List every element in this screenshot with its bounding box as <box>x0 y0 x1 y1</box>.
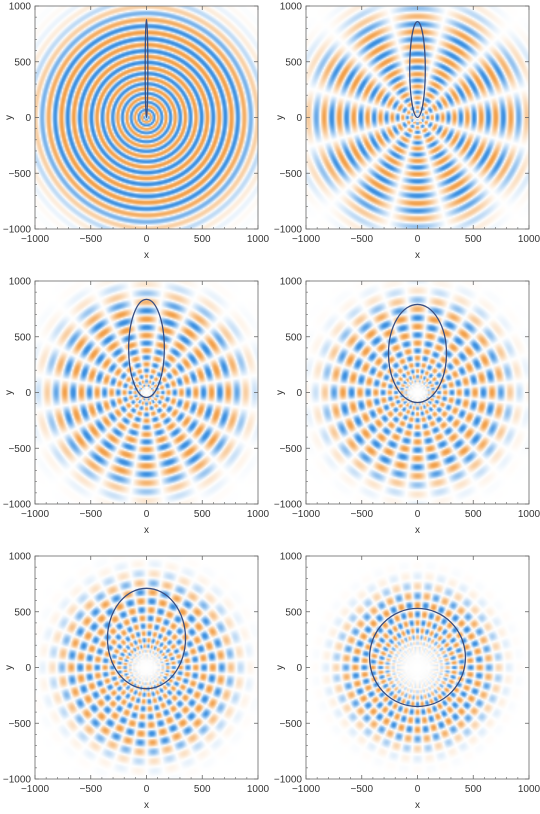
x-axis-title: x <box>415 525 420 536</box>
x-tick-label: −500 <box>350 784 373 795</box>
y-tick-label: 500 <box>14 607 31 618</box>
x-axis-title: x <box>144 525 149 536</box>
x-tick-label: 1000 <box>518 784 540 795</box>
y-tick-label: 0 <box>296 113 302 124</box>
x-axis-title: x <box>144 250 149 261</box>
x-tick-label: −500 <box>350 234 373 245</box>
plot-panel-5: −1000 −500 0 500 1000 −1000 −500 0 500 1000 x y <box>3 552 270 812</box>
field-heatmap <box>306 556 529 779</box>
x-tick-label: −1000 <box>292 234 321 245</box>
y-axis-title: y <box>275 390 286 395</box>
y-tick-label: 0 <box>25 388 31 399</box>
orbit-ellipse <box>387 303 448 404</box>
y-tick-label: 1000 <box>280 2 303 13</box>
orbit-ellipse <box>144 18 149 119</box>
orbit-ellipse <box>368 607 467 708</box>
y-tick-label: 1000 <box>280 277 303 288</box>
y-tick-label: −1000 <box>3 500 32 511</box>
x-tick-label: 500 <box>465 784 482 795</box>
x-tick-label: 1000 <box>247 509 270 520</box>
y-axis-title: y <box>4 665 15 670</box>
x-tick-label: −500 <box>79 234 102 245</box>
y-tick-label: 500 <box>14 332 31 343</box>
y-tick-label: 500 <box>285 607 302 618</box>
plot-panel-6: −1000 −500 0 500 1000 −1000 −500 0 500 1000 x y <box>274 552 540 812</box>
x-tick-label: 1000 <box>247 234 270 245</box>
y-tick-label: −500 <box>279 444 302 455</box>
x-axis-title: x <box>144 800 149 811</box>
field-heatmap <box>306 281 529 504</box>
x-axis-title: x <box>415 250 420 261</box>
y-tick-label: 1000 <box>9 277 32 288</box>
x-tick-label: −500 <box>79 509 102 520</box>
x-tick-label: −1000 <box>292 509 321 520</box>
y-tick-label: −1000 <box>274 500 303 511</box>
plot-panel-4: −1000 −500 0 500 1000 −1000 −500 0 500 1000 x y <box>274 277 540 537</box>
x-tick-label: 500 <box>194 234 211 245</box>
y-axis-title: y <box>4 390 15 395</box>
x-tick-label: 0 <box>415 509 421 520</box>
y-tick-label: 0 <box>25 663 31 674</box>
x-tick-label: −1000 <box>21 509 50 520</box>
x-tick-label: 500 <box>194 509 211 520</box>
x-tick-label: 1000 <box>518 509 540 520</box>
field-heatmap <box>35 281 258 504</box>
y-axis-title: y <box>275 665 286 670</box>
x-tick-label: −500 <box>350 509 373 520</box>
x-tick-label: 0 <box>144 509 150 520</box>
x-tick-label: 500 <box>465 234 482 245</box>
plot-panel-3: −1000 −500 0 500 1000 −1000 −500 0 500 1000 x y <box>3 277 270 537</box>
x-tick-label: 0 <box>144 784 150 795</box>
y-tick-label: −500 <box>8 444 31 455</box>
y-tick-label: −500 <box>8 719 31 730</box>
x-axis-title: x <box>415 800 420 811</box>
plot-panel-2: −1000 −500 0 500 1000 −1000 −500 0 500 1000 x y <box>274 2 540 262</box>
y-tick-label: −1000 <box>274 225 303 236</box>
y-tick-label: 500 <box>285 332 302 343</box>
orbit-ellipse <box>409 20 426 119</box>
x-tick-label: −1000 <box>292 784 321 795</box>
y-tick-label: −500 <box>279 719 302 730</box>
y-tick-label: 500 <box>14 57 31 68</box>
y-tick-label: 500 <box>285 57 302 68</box>
y-tick-label: −1000 <box>3 775 32 786</box>
x-tick-label: 500 <box>194 784 211 795</box>
y-tick-label: 1000 <box>9 2 32 13</box>
x-tick-label: 1000 <box>518 234 540 245</box>
y-tick-label: 0 <box>296 663 302 674</box>
field-heatmap <box>35 556 258 779</box>
y-tick-label: −1000 <box>274 775 303 786</box>
x-tick-label: −1000 <box>21 234 50 245</box>
plot-panel-1: −1000 −500 0 500 1000 −1000 −500 0 500 1000 x y <box>3 2 270 262</box>
x-tick-label: −1000 <box>21 784 50 795</box>
y-tick-label: 1000 <box>280 552 303 563</box>
orbit-ellipse <box>128 298 165 399</box>
y-tick-label: 0 <box>25 113 31 124</box>
y-tick-label: 1000 <box>9 552 32 563</box>
y-tick-label: 0 <box>296 388 302 399</box>
x-tick-label: 0 <box>415 234 421 245</box>
y-tick-label: −1000 <box>3 225 32 236</box>
x-tick-label: 500 <box>465 509 482 520</box>
y-axis-title: y <box>275 115 286 120</box>
orbit-ellipse <box>106 587 187 690</box>
x-tick-label: 1000 <box>247 784 270 795</box>
x-tick-label: −500 <box>79 784 102 795</box>
y-axis-title: y <box>4 115 15 120</box>
y-tick-label: −500 <box>279 169 302 180</box>
y-tick-label: −500 <box>8 169 31 180</box>
x-tick-label: 0 <box>415 784 421 795</box>
x-tick-label: 0 <box>144 234 150 245</box>
